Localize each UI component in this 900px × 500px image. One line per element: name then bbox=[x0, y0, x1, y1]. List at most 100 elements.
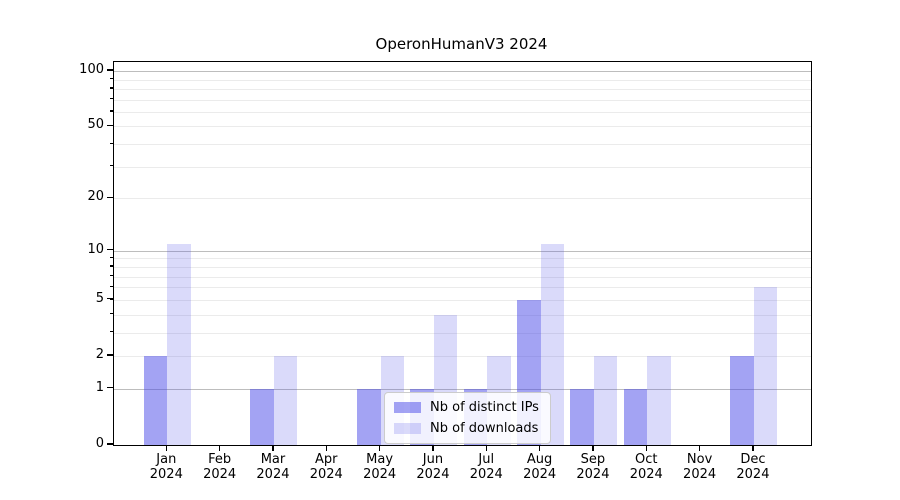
x-tick-month-may: May bbox=[366, 452, 394, 467]
y-tick-mark-1 bbox=[107, 387, 113, 389]
gridline-minor-50 bbox=[114, 126, 811, 128]
x-tick-mark-sep bbox=[592, 445, 594, 451]
bar-distinct-ips-oct bbox=[623, 388, 648, 445]
gridline-minor-30 bbox=[114, 166, 811, 168]
x-tick-year-jan: 2024 bbox=[149, 467, 183, 482]
gridline-minor-7 bbox=[114, 276, 811, 278]
gridline-minor-20 bbox=[114, 198, 811, 200]
y-minor-tick-mark-20 bbox=[110, 196, 113, 199]
x-tick-mark-jan bbox=[165, 445, 167, 451]
gridline-minor-70 bbox=[114, 99, 811, 101]
gridline-minor-8 bbox=[114, 266, 811, 268]
y-tick-mark-0 bbox=[107, 443, 113, 445]
y-minor-tick-mark-90 bbox=[110, 78, 113, 80]
y-tick-label-5: 5 bbox=[95, 290, 104, 306]
x-tick-year-jun: 2024 bbox=[416, 467, 450, 482]
y-tick-label-1: 1 bbox=[95, 379, 104, 395]
x-tick-month-jul: Jul bbox=[478, 452, 495, 467]
x-tick-label-jun: Jun 2024 bbox=[403, 452, 463, 482]
x-tick-month-oct: Oct bbox=[635, 452, 658, 467]
x-tick-mark-may bbox=[379, 445, 381, 451]
x-tick-year-may: 2024 bbox=[363, 467, 397, 482]
y-minor-tick-mark-6 bbox=[110, 285, 113, 288]
y-tick-mark-100 bbox=[107, 69, 113, 71]
bar-distinct-ips-jan bbox=[143, 355, 168, 445]
x-tick-label-sep: Sep 2024 bbox=[563, 452, 623, 482]
y-tick-label-2: 2 bbox=[95, 346, 104, 362]
bar-distinct-ips-mar bbox=[250, 388, 274, 445]
y-tick-label-100: 100 bbox=[79, 62, 104, 78]
x-tick-mark-feb bbox=[219, 445, 221, 451]
x-tick-month-sep: Sep bbox=[580, 452, 606, 467]
x-tick-year-jul: 2024 bbox=[469, 467, 503, 482]
legend-label-distinct-ips: Nb of distinct IPs bbox=[430, 400, 539, 415]
x-tick-month-feb: Feb bbox=[208, 452, 232, 467]
x-tick-month-nov: Nov bbox=[686, 452, 713, 467]
x-tick-month-mar: Mar bbox=[260, 452, 286, 467]
legend-entry-downloads: Nb of downloads bbox=[394, 421, 539, 436]
bar-downloads-mar bbox=[273, 355, 298, 445]
gridline-minor-3 bbox=[114, 332, 811, 334]
x-tick-month-jun: Jun bbox=[422, 452, 444, 467]
x-tick-year-mar: 2024 bbox=[256, 467, 290, 482]
y-minor-tick-mark-40 bbox=[110, 142, 113, 144]
x-tick-label-aug: Aug 2024 bbox=[510, 452, 570, 482]
x-tick-mark-jul bbox=[485, 445, 487, 451]
gridline-minor-40 bbox=[114, 144, 811, 146]
y-minor-tick-mark-80 bbox=[110, 87, 113, 89]
legend-entry-distinct-ips: Nb of distinct IPs bbox=[394, 400, 539, 415]
legend-label-downloads: Nb of downloads bbox=[430, 421, 539, 436]
y-minor-tick-mark-30 bbox=[110, 165, 113, 167]
x-tick-mark-oct bbox=[645, 445, 647, 451]
x-tick-year-oct: 2024 bbox=[629, 467, 663, 482]
y-minor-tick-mark-2 bbox=[110, 354, 113, 356]
x-tick-label-feb: Feb 2024 bbox=[190, 452, 250, 482]
y-minor-tick-mark-7 bbox=[110, 275, 113, 277]
x-tick-mark-nov bbox=[699, 445, 701, 451]
x-tick-mark-apr bbox=[325, 445, 327, 451]
legend-swatch-distinct-ips bbox=[394, 402, 421, 413]
x-tick-mark-dec bbox=[752, 445, 754, 451]
y-minor-tick-mark-50 bbox=[110, 124, 113, 127]
bar-distinct-ips-dec bbox=[730, 355, 754, 445]
gridlines-layer bbox=[114, 62, 811, 445]
y-minor-tick-mark-4 bbox=[110, 313, 113, 315]
gridline-minor-90 bbox=[114, 79, 811, 81]
gridline-minor-5 bbox=[114, 299, 811, 301]
gridline-major-1 bbox=[114, 388, 811, 391]
x-tick-label-jan: Jan 2024 bbox=[136, 452, 196, 482]
gridline-minor-80 bbox=[114, 88, 811, 90]
y-minor-tick-mark-3 bbox=[110, 331, 113, 333]
gridline-minor-4 bbox=[114, 314, 811, 316]
bar-downloads-dec bbox=[753, 287, 778, 445]
x-tick-year-nov: 2024 bbox=[683, 467, 717, 482]
y-tick-label-50: 50 bbox=[87, 117, 104, 133]
gridline-minor-60 bbox=[114, 111, 811, 113]
gridline-minor-9 bbox=[114, 258, 811, 260]
y-minor-tick-mark-60 bbox=[110, 110, 113, 112]
x-tick-year-feb: 2024 bbox=[203, 467, 237, 482]
x-tick-label-oct: Oct 2024 bbox=[616, 452, 676, 482]
x-tick-label-nov: Nov 2024 bbox=[670, 452, 730, 482]
gridline-major-10 bbox=[114, 250, 811, 252]
x-tick-month-dec: Dec bbox=[740, 452, 766, 467]
y-tick-label-10: 10 bbox=[87, 241, 104, 257]
y-minor-tick-mark-70 bbox=[110, 98, 113, 100]
y-tick-label-20: 20 bbox=[87, 189, 104, 205]
y-tick-label-0: 0 bbox=[95, 436, 104, 451]
y-minor-tick-mark-8 bbox=[110, 265, 113, 267]
bar-downloads-sep bbox=[593, 355, 618, 445]
x-tick-label-may: May 2024 bbox=[350, 452, 410, 482]
x-tick-mark-jun bbox=[432, 445, 434, 451]
x-tick-label-apr: Apr 2024 bbox=[296, 452, 356, 482]
gridline-minor-6 bbox=[114, 287, 811, 289]
x-tick-label-mar: Mar 2024 bbox=[243, 452, 303, 482]
x-tick-month-jan: Jan bbox=[156, 452, 177, 467]
y-minor-tick-mark-9 bbox=[110, 256, 113, 259]
bar-downloads-jan bbox=[167, 243, 191, 445]
x-tick-year-aug: 2024 bbox=[523, 467, 557, 482]
bar-downloads-oct bbox=[647, 355, 671, 445]
x-tick-year-apr: 2024 bbox=[309, 467, 343, 482]
plot-area: Nb of distinct IPs Nb of downloads bbox=[113, 61, 812, 446]
